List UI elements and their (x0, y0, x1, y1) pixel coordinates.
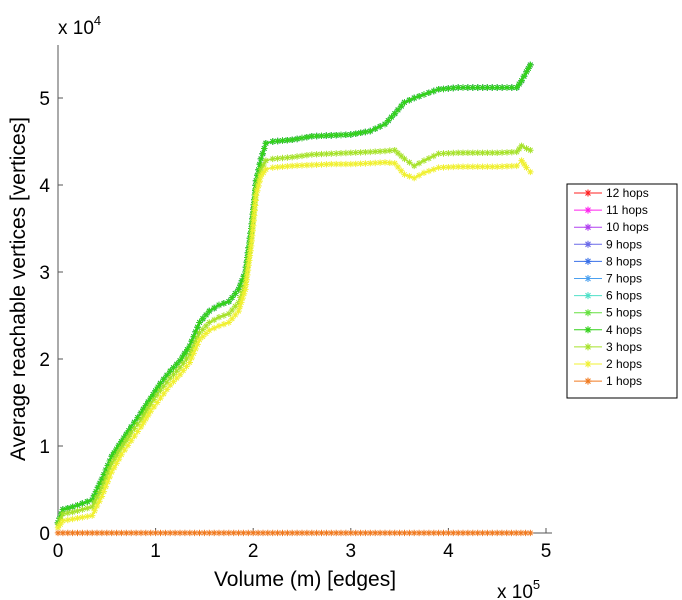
legend-marker (584, 343, 592, 351)
legend-label: 7 hops (606, 272, 642, 286)
series-markers (54, 157, 534, 531)
x-tick-label: 1 (150, 541, 161, 562)
series-2-hops (54, 157, 534, 531)
legend-item: 8 hops (574, 254, 642, 268)
y-tick-label: 0 (39, 524, 50, 545)
legend-item: 9 hops (574, 237, 642, 251)
legend-marker (584, 360, 592, 368)
legend-marker (584, 326, 592, 334)
series-layer (54, 61, 534, 537)
legend-label: 6 hops (606, 289, 642, 303)
x-multiplier-label: x 105 (497, 577, 540, 600)
legend-marker (584, 240, 592, 248)
y-tick-label: 2 (39, 350, 50, 371)
y-multiplier-label: x 104 (58, 13, 101, 39)
legend-marker (584, 223, 592, 231)
legend-marker (584, 292, 592, 300)
legend-label: 12 hops (606, 186, 649, 200)
legend-label: 4 hops (606, 323, 642, 337)
legend-item: 2 hops (574, 357, 642, 371)
legend-label: 8 hops (606, 254, 642, 268)
legend-item: 5 hops (574, 306, 642, 320)
series-1-hops (54, 529, 534, 537)
y-tick-label: 5 (39, 89, 50, 110)
legend-item: 11 hops (574, 203, 648, 217)
legend-item: 7 hops (574, 272, 642, 286)
x-tick-label: 3 (346, 541, 357, 562)
legend-label: 2 hops (606, 357, 642, 371)
legend-item: 10 hops (574, 220, 649, 234)
series-markers (54, 529, 534, 537)
x-tick-label: 2 (248, 541, 259, 562)
legend: 12 hops 11 hops 10 hops 9 hops 8 hops 7 hops 6… (566, 183, 678, 399)
legend-box (566, 183, 678, 399)
x-tick-label: 4 (443, 541, 454, 562)
y-tick-label: 3 (39, 263, 50, 284)
x-tick-label: 5 (541, 541, 552, 562)
legend-item: 3 hops (574, 340, 642, 354)
legend-marker (584, 275, 592, 282)
legend-label: 10 hops (606, 220, 649, 234)
y-tick-label: 1 (39, 437, 50, 458)
legend-item: 6 hops (574, 289, 642, 303)
legend-item: 4 hops (574, 323, 642, 337)
x-axis-title: Volume (m) [edges] (214, 568, 396, 591)
legend-label: 9 hops (606, 237, 642, 251)
legend-marker (584, 257, 592, 265)
legend-marker (584, 377, 592, 385)
legend-item: 1 hops (574, 374, 642, 388)
legend-label: 1 hops (606, 374, 642, 388)
legend-marker (584, 189, 592, 197)
y-tick-label: 4 (39, 176, 50, 197)
legend-marker (584, 309, 592, 317)
legend-label: 11 hops (606, 203, 648, 217)
legend-marker (584, 206, 592, 214)
legend-label: 5 hops (606, 306, 642, 320)
legend-label: 3 hops (606, 340, 642, 354)
x-tick-label: 0 (53, 541, 64, 562)
y-axis-title: Average reachable vertices [vertices] (7, 117, 30, 461)
legend-item: 12 hops (574, 186, 649, 200)
